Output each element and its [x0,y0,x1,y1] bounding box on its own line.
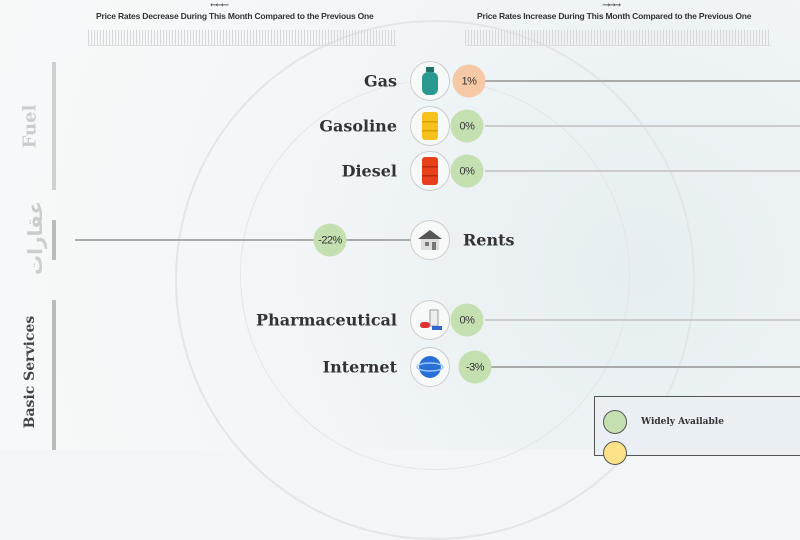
legend-dot-widely-available [603,410,627,434]
line-diesel [485,170,800,172]
medicine-icon [410,300,450,340]
decrease-arrows: ←←← [210,0,229,11]
item-label-gas: Gas [363,71,397,91]
decrease-scale [88,30,396,46]
value-badge-gas: 1% [452,64,486,98]
increase-scale [465,30,771,46]
value-badge-gasoline: 0% [450,109,484,143]
line-internet [490,366,800,368]
increase-arrows: →→→ [602,0,621,11]
item-label-gasoline: Gasoline [319,116,397,136]
house-icon [410,220,450,260]
item-label-internet: Internet [322,357,397,377]
value-badge-pharmaceutical: 0% [450,303,484,337]
group-label-fuel: Fuel [19,104,41,149]
group-bar-real-estate [52,220,56,260]
decrease-header: Price Rates Decrease During This Month C… [96,11,374,21]
line-rents [75,239,415,241]
globe-icon [410,347,450,387]
gas-cylinder-icon [410,61,450,101]
line-pharmaceutical [485,319,800,321]
increase-header: Price Rates Increase During This Month C… [477,11,752,21]
group-bar-basic-services [52,300,56,450]
group-label-real-estate: عقارات [23,200,47,275]
line-gas [485,80,800,82]
item-label-rents: Rents [463,230,515,250]
item-label-pharmaceutical: Pharmaceutical [256,310,397,330]
legend-label-widely-available: Widely Available [641,417,724,427]
line-gasoline [485,125,800,127]
group-label-basic-services: Basic Services [22,315,38,429]
red-barrel-icon [410,151,450,191]
value-badge-diesel: 0% [450,154,484,188]
value-badge-internet: -3% [458,350,492,384]
legend: Widely Available [594,396,800,465]
legend-dot-second [603,441,627,465]
item-label-diesel: Diesel [341,161,397,181]
yellow-barrel-icon [410,106,450,146]
value-badge-rents: -22% [313,223,347,257]
group-bar-fuel [52,62,56,190]
